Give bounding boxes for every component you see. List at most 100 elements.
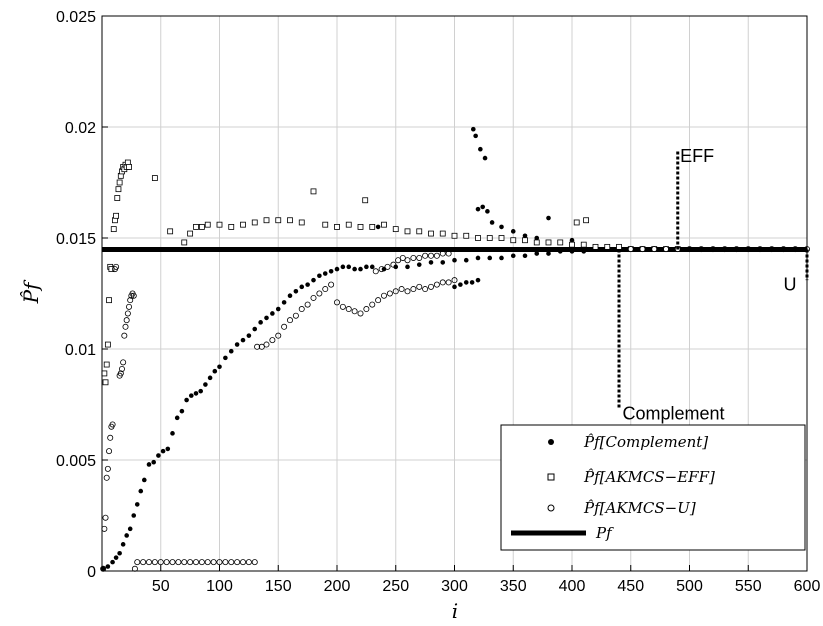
data-point-complement xyxy=(510,229,516,234)
data-point-complement xyxy=(546,251,551,256)
data-point-complement xyxy=(440,260,446,265)
data-point-eff xyxy=(510,237,517,244)
data-point-complement xyxy=(569,249,575,254)
data-point-u xyxy=(104,465,111,472)
data-point-eff xyxy=(322,221,329,228)
data-point-complement xyxy=(151,459,156,465)
data-point-complement xyxy=(270,311,275,316)
data-point-complement xyxy=(463,257,469,263)
data-point-eff xyxy=(416,228,423,235)
data-point-complement xyxy=(240,337,246,343)
data-point-complement xyxy=(499,255,504,261)
data-point-u xyxy=(123,317,130,324)
data-point-u xyxy=(169,559,176,566)
data-point-complement xyxy=(346,264,352,270)
data-point-u xyxy=(251,559,258,566)
data-point-eff xyxy=(167,228,174,235)
y-tick-label: 0.02 xyxy=(65,120,96,137)
legend-label-complement: P̂f[Complement] xyxy=(583,433,708,451)
data-point-u xyxy=(322,286,329,293)
data-point-u xyxy=(445,279,452,286)
data-point-u xyxy=(269,337,276,344)
legend-label-eff: P̂f[AKMCS−EFF] xyxy=(583,468,715,486)
data-point-complement xyxy=(246,333,252,338)
data-point-eff xyxy=(616,243,622,250)
data-point-complement xyxy=(534,251,540,256)
data-point-u xyxy=(745,246,752,253)
data-point-u xyxy=(103,474,110,481)
data-point-eff xyxy=(181,239,188,246)
x-tick-label: 400 xyxy=(559,578,586,595)
legend-marker-complement xyxy=(548,439,554,445)
data-point-u xyxy=(410,254,417,261)
data-point-u xyxy=(363,306,370,313)
data-point-u xyxy=(733,246,740,253)
data-point-complement xyxy=(193,391,199,396)
axis-ticks: 50 100 150 200 250 300 350 400 450 500 550 600 0 0.00… xyxy=(56,9,820,595)
data-point-u xyxy=(113,263,120,270)
data-point-u xyxy=(192,559,199,566)
data-point-eff xyxy=(522,237,528,244)
data-point-eff xyxy=(334,223,340,230)
data-point-u xyxy=(254,343,261,350)
data-point-eff xyxy=(187,230,194,237)
data-point-u xyxy=(102,514,109,521)
annotation-label-eff: EFF xyxy=(680,146,714,166)
data-point-eff xyxy=(545,239,552,246)
data-point-eff xyxy=(103,361,110,368)
data-point-u xyxy=(175,559,182,566)
data-point-complement xyxy=(522,253,528,259)
data-point-u xyxy=(239,559,246,566)
data-point-eff xyxy=(583,217,589,224)
data-point-u xyxy=(163,559,170,566)
data-point-u xyxy=(134,559,141,566)
data-point-eff xyxy=(104,341,111,348)
data-point-u xyxy=(345,306,352,313)
data-point-eff xyxy=(573,219,580,226)
data-point-complement xyxy=(317,273,322,279)
data-point-u xyxy=(210,559,217,566)
data-point-eff xyxy=(216,221,223,228)
data-point-eff xyxy=(369,223,376,230)
data-point-eff xyxy=(151,175,158,181)
x-tick-label: 200 xyxy=(324,578,351,595)
x-tick-label: 150 xyxy=(265,578,292,595)
data-point-u xyxy=(124,310,131,317)
data-point-complement xyxy=(334,266,340,272)
data-point-u xyxy=(245,559,252,566)
data-point-u xyxy=(181,559,188,566)
data-point-u xyxy=(392,288,399,295)
x-axis-label: i xyxy=(452,599,458,623)
data-point-complement xyxy=(473,133,478,139)
legend-label-u: P̂f[AKMCS−U] xyxy=(583,499,696,517)
data-point-complement xyxy=(522,233,528,239)
data-point-u xyxy=(120,359,127,366)
data-point-u xyxy=(126,303,133,310)
data-point-complement xyxy=(165,446,171,452)
data-point-u xyxy=(157,559,164,566)
data-point-u xyxy=(698,246,705,253)
data-point-complement xyxy=(305,282,310,287)
data-point-complement xyxy=(557,249,563,254)
data-point-eff xyxy=(451,232,458,239)
data-point-u xyxy=(445,250,452,257)
data-point-u xyxy=(117,370,124,377)
x-tick-label: 500 xyxy=(676,578,703,595)
data-point-u xyxy=(395,257,402,264)
data-point-u xyxy=(422,252,429,259)
data-point-u xyxy=(187,559,194,566)
data-point-u xyxy=(122,323,129,330)
data-point-eff xyxy=(310,188,317,195)
data-point-u xyxy=(258,343,265,350)
data-point-u xyxy=(286,317,293,324)
data-point-complement xyxy=(105,564,111,569)
data-point-u xyxy=(228,559,235,566)
data-point-eff xyxy=(604,243,611,250)
data-point-complement xyxy=(117,550,122,556)
data-point-complement xyxy=(393,264,399,270)
data-point-complement xyxy=(510,253,516,259)
data-point-complement xyxy=(428,260,434,265)
data-point-eff xyxy=(228,223,235,230)
data-point-u xyxy=(410,286,417,293)
data-point-u xyxy=(433,281,440,288)
